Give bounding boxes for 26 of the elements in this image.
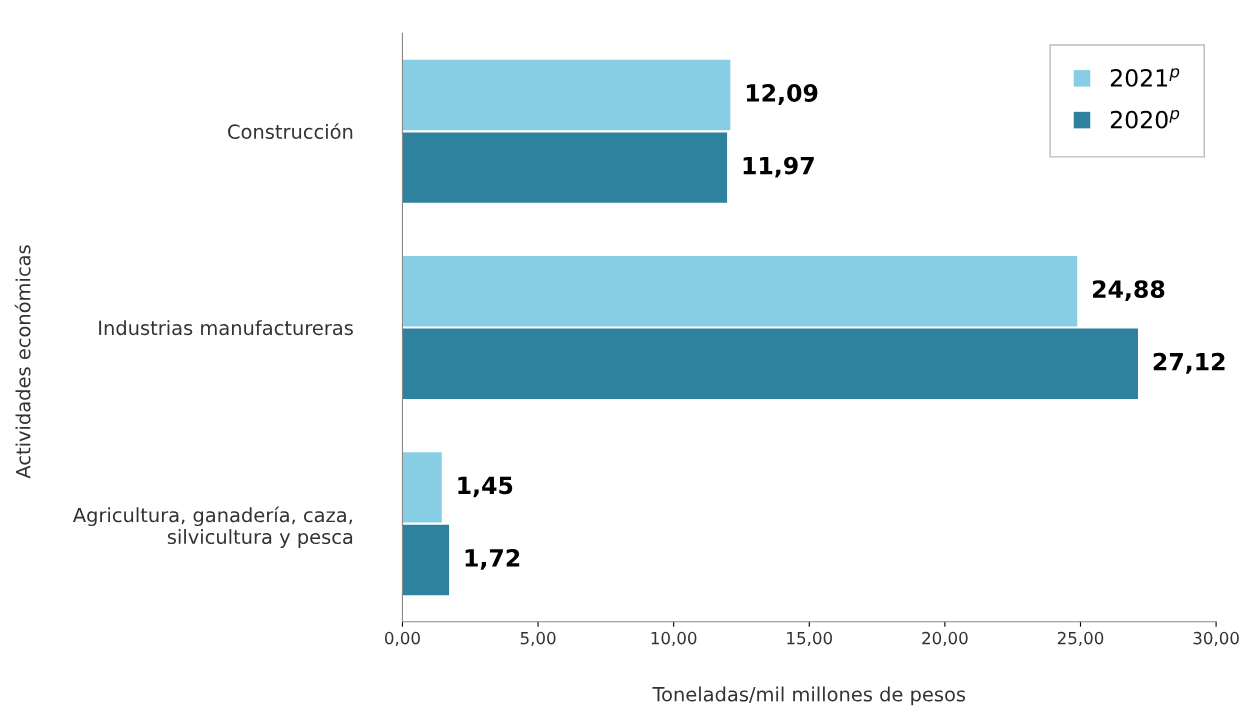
data-label: 24,88 — [1092, 280, 1165, 302]
x-tick-label: 0,00 — [385, 631, 420, 647]
y-axis-title: Actividades económicas — [14, 245, 31, 479]
data-label: 1,45 — [458, 476, 513, 498]
x-tick-label: 25,00 — [1057, 631, 1104, 647]
x-tick-label: 10,00 — [651, 631, 697, 647]
bar — [402, 132, 728, 203]
y-tick-label: Industrias manufactureras — [99, 320, 353, 336]
bar — [402, 452, 442, 523]
data-label: 12,09 — [746, 84, 818, 105]
bar — [402, 59, 731, 131]
x-tick-label: 15,00 — [787, 631, 833, 647]
data-label: 11,97 — [743, 156, 814, 178]
data-label: 1,72 — [465, 548, 520, 570]
x-tick-label: 20,00 — [922, 631, 968, 647]
bar — [402, 256, 1078, 327]
bar — [402, 328, 1138, 400]
bar — [402, 524, 450, 596]
legend-label: 2021$^{p}$ — [1110, 68, 1180, 87]
x-tick-label: 5,00 — [520, 631, 556, 647]
x-tick-label: 30,00 — [1193, 631, 1239, 647]
data-label: 27,12 — [1153, 352, 1225, 374]
x-axis-title: Toneladas/mil millones de pesos — [652, 686, 966, 706]
y-tick-label: Agricultura, ganadería, caza, silvicultura y pesca — [72, 506, 353, 548]
legend-label: 2020$^{p}$ — [1110, 109, 1180, 129]
y-tick-label: Construcción — [228, 123, 353, 140]
